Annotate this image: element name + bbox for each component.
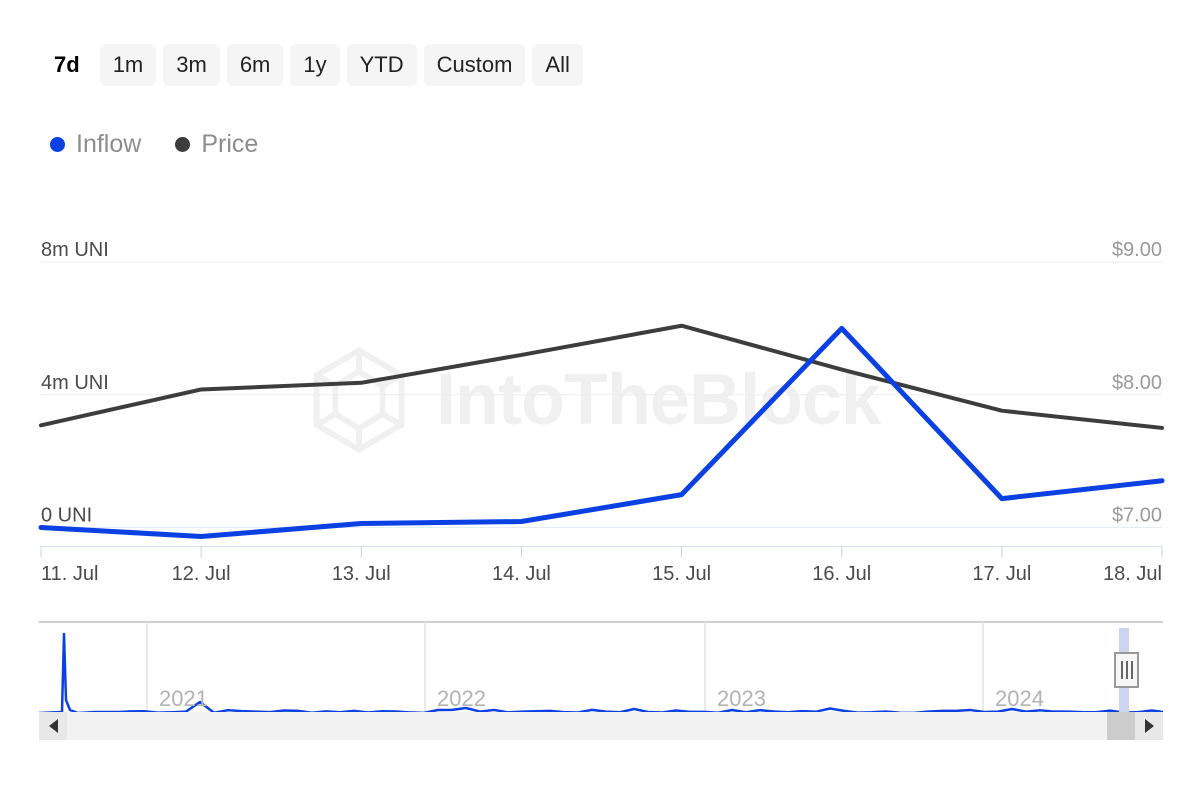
- x-tick-label: 11. Jul: [41, 563, 98, 585]
- navigator-year-label: 2024: [995, 686, 1044, 711]
- gridlines: [41, 261, 1162, 528]
- navigator-handle-band[interactable]: [1119, 628, 1129, 714]
- x-axis: [40, 546, 1163, 558]
- legend-label-price: Price: [201, 130, 259, 158]
- navigator-year-label: 2021: [159, 686, 208, 711]
- legend-dot-inflow-icon: [50, 137, 65, 152]
- chart-legend: Inflow Price: [50, 132, 258, 157]
- navigator-scrollbar[interactable]: [39, 712, 1163, 740]
- x-tick-label: 13. Jul: [332, 563, 391, 585]
- x-tick-label: 15. Jul: [652, 563, 711, 585]
- x-tick-label: 16. Jul: [812, 563, 871, 585]
- price-line: [39, 323, 1164, 430]
- legend-label-inflow: Inflow: [76, 130, 142, 158]
- x-axis-labels: 11. Jul 12. Jul 13. Jul 14. Jul 15. Jul 16. J…: [41, 563, 1162, 585]
- x-tick-label: 12. Jul: [172, 563, 231, 585]
- x-tick-label: 17. Jul: [972, 563, 1031, 585]
- range-button-3m[interactable]: 3m: [163, 44, 220, 86]
- legend-item-price[interactable]: Price: [175, 132, 258, 157]
- legend-item-inflow[interactable]: Inflow: [50, 132, 141, 157]
- navigator-year-label: 2023: [717, 686, 766, 711]
- scrollbar-right-button[interactable]: [1135, 712, 1163, 740]
- navigator-series-line: [38, 632, 1164, 715]
- navigator-handle-grip[interactable]: [1114, 652, 1139, 688]
- y-left-tick-label: 8m UNI: [41, 239, 109, 261]
- range-button-6m[interactable]: 6m: [226, 44, 284, 86]
- y-right-tick-label: $9.00: [1112, 239, 1162, 261]
- navigator[interactable]: 2021 2022 2023 2024: [38, 621, 1164, 715]
- watermark: IntoTheBlock: [300, 338, 920, 462]
- y-axis-right-labels: $7.00 $8.00 $9.00: [1112, 239, 1162, 527]
- range-button-ytd[interactable]: YTD: [346, 44, 417, 86]
- scrollbar-left-button[interactable]: [39, 712, 67, 740]
- x-tick-label: 14. Jul: [492, 563, 551, 585]
- scrollbar-thumb[interactable]: [1107, 712, 1135, 740]
- arrow-left-icon: [48, 719, 58, 733]
- range-button-all[interactable]: All: [532, 44, 583, 86]
- watermark-logo-icon: [313, 347, 405, 453]
- y-right-tick-label: $7.00: [1112, 505, 1162, 527]
- navigator-gridlines: [146, 622, 984, 714]
- watermark-text: IntoTheBlock: [436, 360, 881, 440]
- range-button-7d[interactable]: 7d: [41, 44, 93, 86]
- navigator-year-label: 2022: [437, 686, 486, 711]
- y-right-tick-label: $8.00: [1112, 372, 1162, 394]
- y-axis-left-labels: 0 UNI 4m UNI 8m UNI: [41, 239, 109, 527]
- range-button-custom[interactable]: Custom: [423, 44, 526, 86]
- range-selector: 7d 1m 3m 6m 1y YTD Custom All: [41, 44, 583, 86]
- x-tick-label: 18. Jul: [1103, 563, 1162, 585]
- navigator-year-labels: 2021 2022 2023 2024: [159, 686, 1044, 711]
- arrow-right-icon: [1144, 719, 1154, 733]
- y-left-tick-label: 0 UNI: [41, 505, 92, 527]
- y-left-tick-label: 4m UNI: [41, 372, 109, 394]
- range-button-1m[interactable]: 1m: [99, 44, 157, 86]
- inflow-line: [38, 325, 1165, 539]
- range-button-1y[interactable]: 1y: [290, 44, 340, 86]
- legend-dot-price-icon: [175, 137, 191, 152]
- scrollbar-track[interactable]: [39, 712, 1163, 740]
